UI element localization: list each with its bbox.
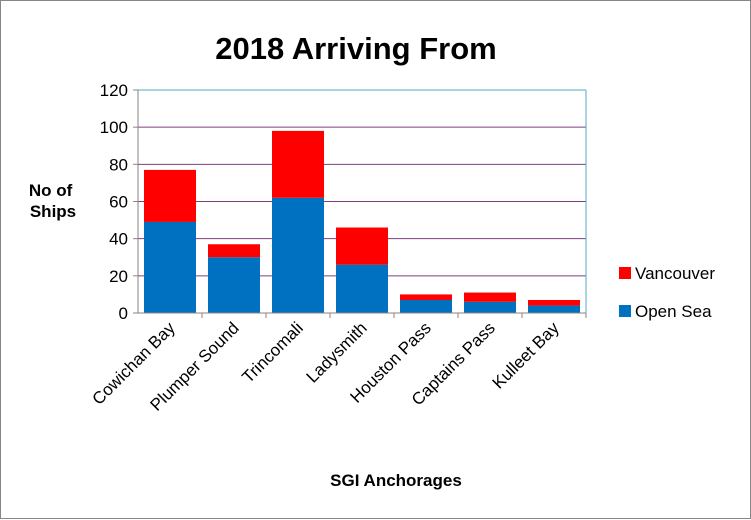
bar-vancouver: [464, 292, 516, 302]
legend-label: Open Sea: [635, 302, 712, 321]
bar-vancouver: [144, 169, 196, 222]
x-axis-label: SGI Anchorages: [330, 471, 462, 490]
bar-open-sea: [528, 305, 580, 313]
bar-open-sea: [272, 197, 324, 313]
bar-open-sea: [208, 257, 260, 313]
y-tick-label: 0: [119, 304, 128, 323]
legend: Vancouver Open Sea: [619, 264, 715, 321]
bar-vancouver: [528, 299, 580, 306]
y-axis-label-line-1: No of: [29, 181, 73, 200]
x-tick-label: Kulleet Bay: [489, 318, 564, 393]
chart-title: 2018 Arriving From: [215, 31, 496, 66]
y-axis-label-line-2: Ships: [30, 202, 76, 221]
y-tick-label: 60: [109, 193, 128, 212]
bar-vancouver: [272, 130, 324, 198]
bar-open-sea: [464, 301, 516, 313]
y-tick-label: 40: [109, 230, 128, 249]
bar-vancouver: [400, 294, 452, 300]
bar-open-sea: [144, 221, 196, 313]
y-axis-label: No of Ships: [29, 181, 77, 221]
bar-vancouver: [208, 244, 260, 258]
x-tick-label: Ladysmith: [303, 318, 371, 386]
y-tick-label: 100: [100, 118, 128, 137]
legend-swatch-open-sea: [619, 305, 631, 317]
legend-label: Vancouver: [635, 264, 715, 283]
legend-swatch-vancouver: [619, 267, 631, 279]
y-tick-label: 80: [109, 155, 128, 174]
y-tick-label: 120: [100, 81, 128, 100]
y-tick-label: 20: [109, 267, 128, 286]
bar-vancouver: [336, 227, 388, 265]
bar-open-sea: [336, 264, 388, 313]
x-tick-label: Trincomali: [238, 318, 306, 386]
bar-open-sea: [400, 299, 452, 313]
